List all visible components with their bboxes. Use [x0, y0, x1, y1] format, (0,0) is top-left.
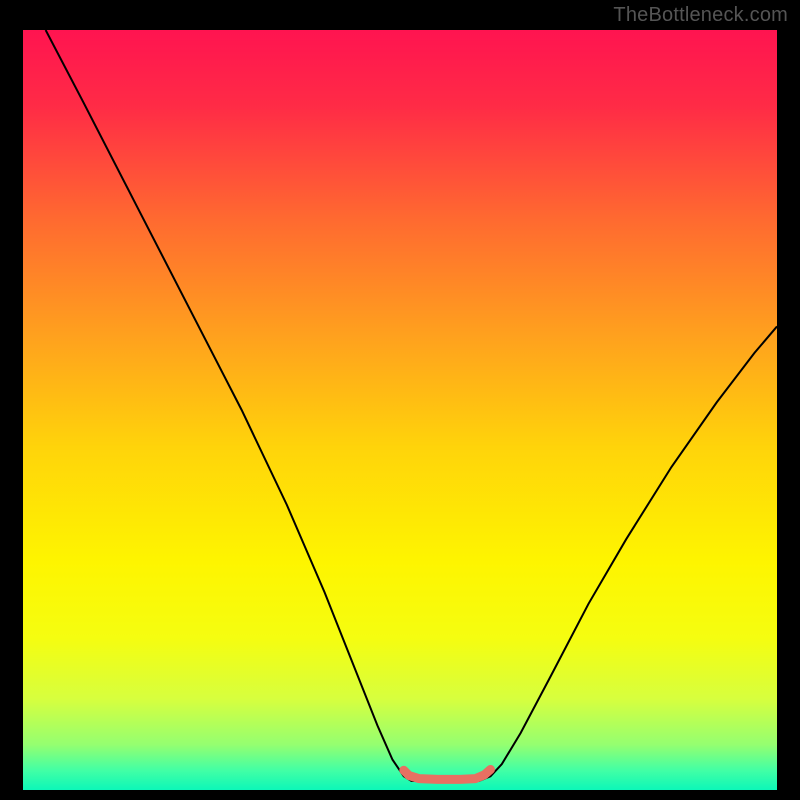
bottleneck-curve — [46, 30, 777, 782]
watermark-text: TheBottleneck.com — [613, 4, 788, 27]
plot-area — [23, 30, 777, 790]
curve-layer — [23, 30, 777, 790]
chart-container: TheBottleneck.com — [0, 0, 800, 800]
flat-bottom-marker — [404, 769, 491, 779]
